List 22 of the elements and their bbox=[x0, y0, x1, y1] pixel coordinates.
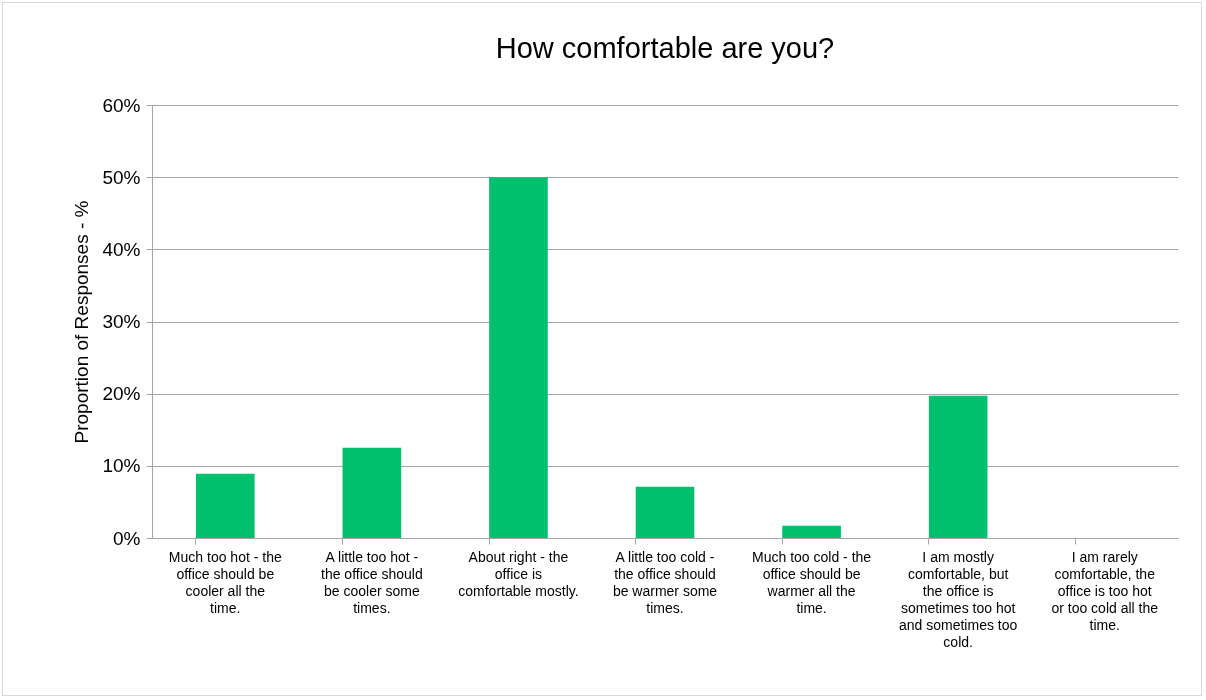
x-tick-label: A little too cold - the office should be warmer some times. bbox=[612, 548, 718, 616]
y-tick-label: 50% bbox=[102, 166, 141, 188]
x-tick-label: I am mostly comfortable, but the office is sometimes too hot and sometimes too cold. bbox=[898, 548, 1018, 650]
y-tick-label: 30% bbox=[102, 311, 141, 332]
x-tick-label: I am rarely comfortable, the office is too hot or too cold all the time. bbox=[1051, 548, 1159, 633]
bar bbox=[635, 486, 695, 538]
x-tick-label: A little too hot - the office should be cooler some times. bbox=[321, 548, 423, 616]
x-tick-label: Much too cold - the office should be warmer all the time. bbox=[752, 548, 872, 616]
y-tick-label: 60% bbox=[102, 94, 141, 116]
y-axis-title: Proportion of Responses - % bbox=[71, 200, 93, 444]
bar bbox=[195, 473, 255, 538]
y-tick-label: 10% bbox=[102, 455, 141, 477]
bar bbox=[342, 447, 402, 538]
bar bbox=[928, 395, 988, 538]
y-tick-label: 40% bbox=[102, 238, 141, 260]
y-tick-label: 0% bbox=[113, 527, 141, 549]
chart-title: How comfortable are you? bbox=[495, 32, 835, 64]
x-tick-label: About right - the office is comfortable mostly. bbox=[458, 548, 579, 599]
x-tick-label: Much too hot - the office should be cooler all the time. bbox=[168, 548, 282, 616]
y-tick-label: 20% bbox=[102, 383, 141, 405]
bar bbox=[489, 177, 548, 538]
bar bbox=[782, 525, 841, 538]
